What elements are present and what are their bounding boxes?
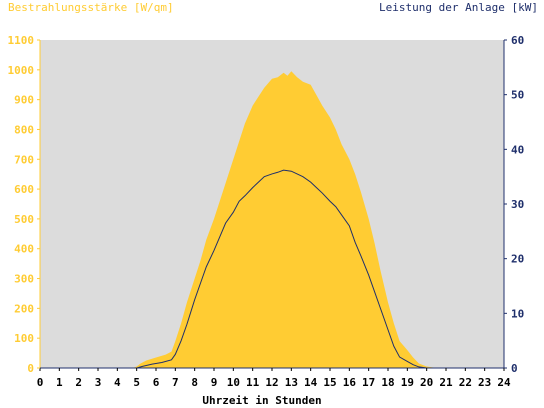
axes-group <box>37 39 507 371</box>
y-right-tick-label: 0 <box>511 362 518 375</box>
x-tick-label: 9 <box>211 376 218 389</box>
left-axis-title: Bestrahlungsstärke [W/qm] <box>8 1 174 14</box>
power-line <box>40 169 504 369</box>
y-left-tick-label: 400 <box>14 243 34 256</box>
y-right-tick-label: 50 <box>511 89 524 102</box>
x-tick-label: 16 <box>343 376 357 389</box>
y-right-tick-label: 30 <box>511 198 524 211</box>
tick-labels-group: 0 1 2 3 4 5 6 7 8 9 10 11 12 13 14 15 16 17 18 19 20 21 22 23 24… <box>8 34 525 389</box>
y-right-tick-label: 60 <box>511 34 524 47</box>
y-left-tick-label: 700 <box>14 153 34 166</box>
x-tick-label: 21 <box>439 376 453 389</box>
y-left-tick-label: 800 <box>14 123 34 136</box>
right-axis-title: Leistung der Anlage [kW] <box>379 1 538 14</box>
x-tick-label: 8 <box>191 376 198 389</box>
x-tick-label: 23 <box>478 376 491 389</box>
x-tick-label: 24 <box>497 376 511 389</box>
x-tick-label: 2 <box>75 376 82 389</box>
y-right-tick-label: 10 <box>511 307 524 320</box>
x-tick-label: 13 <box>285 376 298 389</box>
x-tick-label: 6 <box>153 376 160 389</box>
x-tick-label: 0 <box>37 376 44 389</box>
x-tick-label: 4 <box>114 376 121 389</box>
y-left-tick-label: 0 <box>27 362 34 375</box>
irradiance-area-group <box>40 71 504 368</box>
x-tick-label: 1 <box>56 376 63 389</box>
y-left-tick-label: 100 <box>14 332 34 345</box>
y-left-tick-label: 900 <box>14 94 34 107</box>
x-tick-label: 18 <box>381 376 394 389</box>
y-left-tick-label: 200 <box>14 302 34 315</box>
x-axis-title: Uhrzeit in Stunden <box>202 394 321 407</box>
x-tick-label: 5 <box>133 376 140 389</box>
x-tick-label: 14 <box>304 376 318 389</box>
y-right-tick-label: 40 <box>511 143 524 156</box>
y-left-tick-label: 1100 <box>8 34 35 47</box>
x-tick-label: 11 <box>246 376 260 389</box>
x-tick-label: 3 <box>95 376 102 389</box>
x-tick-label: 20 <box>420 376 433 389</box>
x-tick-label: 22 <box>459 376 472 389</box>
y-left-tick-label: 500 <box>14 213 34 226</box>
irradiance-area <box>40 71 504 368</box>
y-left-tick-label: 300 <box>14 273 34 286</box>
power-line-group <box>40 169 504 369</box>
y-right-tick-label: 20 <box>511 253 524 266</box>
y-left-tick-label: 600 <box>14 183 34 196</box>
x-tick-label: 7 <box>172 376 179 389</box>
x-tick-label: 10 <box>227 376 240 389</box>
x-tick-label: 12 <box>265 376 278 389</box>
x-tick-label: 19 <box>401 376 414 389</box>
x-tick-label: 15 <box>323 376 336 389</box>
y-left-tick-label: 1000 <box>8 64 35 77</box>
x-tick-label: 17 <box>362 376 375 389</box>
